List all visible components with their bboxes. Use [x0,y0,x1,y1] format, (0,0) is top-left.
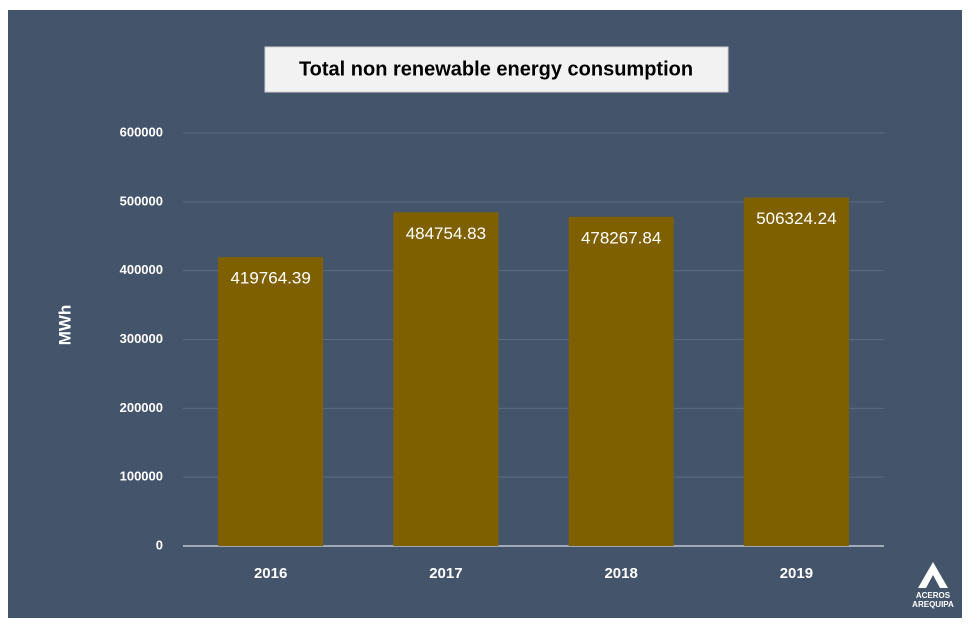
x-tick-label: 2016 [254,565,287,582]
title-box [264,46,729,93]
y-tick-label: 600000 [120,124,163,139]
logo-icon [918,562,948,588]
x-tick-label: 2018 [604,565,637,582]
bar [218,257,324,546]
x-tick-label: 2019 [780,565,813,582]
y-tick-label: 100000 [120,469,163,484]
x-tick-label: 2017 [429,565,462,582]
y-tick-label: 500000 [120,193,163,208]
data-label: 506324.24 [756,209,836,228]
chart-title: Total non renewable energy consumption [299,58,693,80]
bar [393,212,499,546]
logo-text: AREQUIPA [912,600,954,609]
data-label: 484754.83 [406,224,486,243]
bar [743,197,849,546]
y-tick-label: 200000 [120,400,163,415]
bar [568,216,674,546]
y-axis-label: MWh [55,305,74,346]
y-tick-label: 400000 [120,262,163,277]
logo-text: ACEROS [916,591,951,600]
y-tick-label: 300000 [120,331,163,346]
data-label: 478267.84 [581,228,661,247]
y-tick-label: 0 [156,537,163,552]
data-label: 419764.39 [230,269,310,288]
